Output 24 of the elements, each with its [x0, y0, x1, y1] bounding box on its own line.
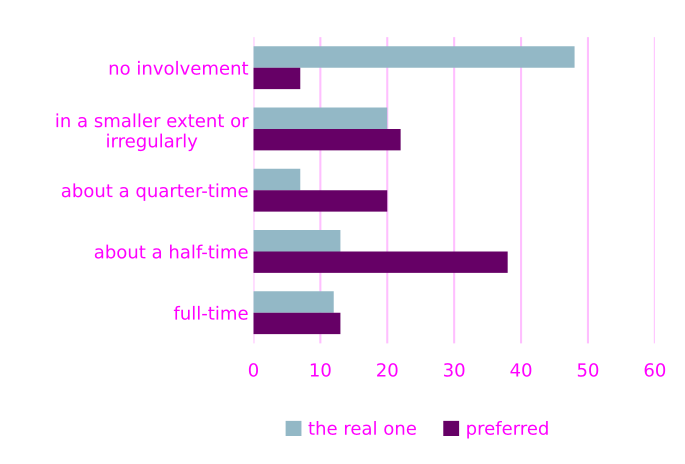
x-tick-label: 10 — [310, 363, 331, 377]
x-tick-label: 30 — [444, 363, 464, 377]
bar — [253, 68, 300, 90]
bar — [253, 108, 388, 129]
legend-label: the real one — [308, 420, 416, 435]
bar — [253, 251, 508, 273]
y-tick-label: about a quarter-time — [62, 183, 248, 201]
x-tick-label: 50 — [578, 363, 598, 377]
bar — [253, 190, 388, 212]
x-tick-label: 20 — [377, 363, 398, 377]
x-tick-label: 60 — [644, 363, 666, 377]
x-tick-label: 40 — [510, 363, 532, 377]
bar — [253, 312, 340, 334]
bar — [253, 291, 334, 313]
y-tick-label: in a smaller extent or irregularly — [56, 113, 249, 152]
bar — [253, 230, 340, 252]
bar — [253, 128, 401, 150]
y-tick-label: no involvement — [110, 60, 248, 75]
bar — [253, 168, 300, 190]
x-tick-label: 0 — [248, 363, 258, 377]
bar — [253, 46, 575, 68]
legend-label: preferred — [467, 420, 548, 438]
y-tick-label: about a half-time — [94, 244, 248, 259]
y-tick-label: full-time — [174, 306, 248, 320]
